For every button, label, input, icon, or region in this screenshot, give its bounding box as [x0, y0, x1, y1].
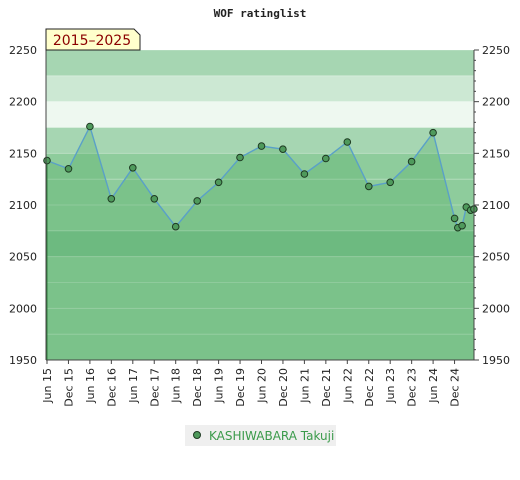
band-1950 — [46, 334, 474, 360]
chart-title: WOF ratinglist — [214, 7, 307, 20]
data-point — [450, 214, 459, 223]
x-tick-label: Jun 16 — [84, 368, 97, 404]
data-point — [407, 157, 416, 166]
x-tick-label: Jun 22 — [341, 368, 354, 404]
data-point — [150, 195, 159, 203]
band-2025 — [46, 256, 474, 283]
y-tick-label-left: 1950 — [9, 354, 37, 367]
band-1975 — [46, 308, 474, 335]
period-badge-box — [45, 28, 141, 51]
band-2000 — [46, 282, 474, 309]
x-tick-label: Jun 24 — [427, 368, 440, 404]
background-bands — [46, 49, 474, 361]
data-point — [236, 153, 244, 162]
y-tick-label-right: 2100 — [482, 199, 510, 212]
x-tick-label: Dec 19 — [234, 368, 247, 407]
x-tick-label: Dec 17 — [148, 368, 161, 407]
y-tick-label-left: 2100 — [9, 199, 37, 212]
x-tick-label: Jun 19 — [213, 368, 226, 404]
x-tick-label: Dec 15 — [63, 368, 76, 407]
y-tick-label-right: 2050 — [482, 251, 510, 264]
data-point — [171, 222, 180, 231]
legend-marker-icon — [193, 431, 201, 439]
data-point — [64, 165, 73, 173]
y-tick-label-right: 2000 — [482, 302, 510, 315]
y-tick-label-right: 2250 — [482, 44, 510, 57]
data-point — [300, 170, 309, 178]
band-2050 — [46, 230, 474, 257]
data-point — [343, 138, 352, 146]
x-tick-label: Dec 21 — [320, 368, 333, 407]
band-2225 — [46, 50, 474, 76]
x-axis: Jun 15 Dec 15 Jun 16 Dec 16 Jun 17 Dec 17 Jun … — [41, 359, 474, 407]
data-point — [193, 197, 201, 205]
data-point — [86, 122, 94, 131]
x-tick-label: Jun 23 — [384, 368, 397, 404]
y-tick-label-right: 2150 — [482, 147, 510, 160]
x-tick-label: Jun 17 — [127, 368, 140, 404]
data-point — [458, 221, 466, 230]
x-tick-label: Dec 18 — [191, 368, 204, 407]
x-tick-label: Dec 22 — [363, 368, 376, 407]
y-axis-right: 1950 2000 2050 2100 2150 2200 2250 — [473, 44, 510, 367]
x-tick-label: Dec 23 — [406, 368, 419, 407]
y-tick-label-left: 2050 — [9, 251, 37, 264]
data-point — [279, 145, 287, 153]
band-2200 — [46, 75, 474, 102]
y-axis-left: 1950 2000 2050 2100 2150 2200 2250 — [9, 44, 47, 367]
x-tick-label: Jun 21 — [298, 368, 311, 404]
data-point — [429, 128, 437, 137]
band-2125 — [46, 153, 474, 180]
y-tick-label-left: 2150 — [9, 147, 37, 160]
x-tick-label: Dec 24 — [449, 368, 462, 407]
period-badge-text: 2015–2025 — [53, 33, 131, 49]
y-tick-label-left: 2250 — [9, 44, 37, 57]
y-tick-label-left: 2200 — [9, 96, 37, 109]
x-tick-label: Jun 15 — [41, 368, 54, 404]
band-2075 — [46, 205, 474, 231]
x-tick-label: Jun 20 — [256, 368, 269, 404]
band-2100 — [46, 179, 474, 205]
legend-box — [185, 425, 336, 446]
data-point — [386, 178, 395, 187]
x-tick-label: Jun 18 — [170, 368, 183, 404]
legend-series-name: KASHIWABARA Takuji — [209, 429, 334, 443]
x-tick-label: Dec 16 — [105, 368, 118, 407]
data-point — [214, 178, 223, 187]
y-tick-label-right: 2200 — [482, 96, 510, 109]
rating-points — [43, 122, 478, 232]
y-tick-label-right: 1950 — [482, 354, 510, 367]
data-point — [322, 154, 330, 163]
data-point — [107, 195, 116, 203]
band-2175 — [46, 101, 474, 128]
data-point — [365, 182, 373, 191]
data-point — [129, 164, 137, 172]
legend: KASHIWABARA Takuji — [185, 425, 336, 446]
y-tick-label-left: 2000 — [9, 302, 37, 315]
data-point — [257, 142, 266, 150]
data-point — [43, 156, 51, 165]
x-tick-label: Dec 20 — [277, 368, 290, 407]
period-badge: 2015–2025 — [45, 28, 141, 51]
